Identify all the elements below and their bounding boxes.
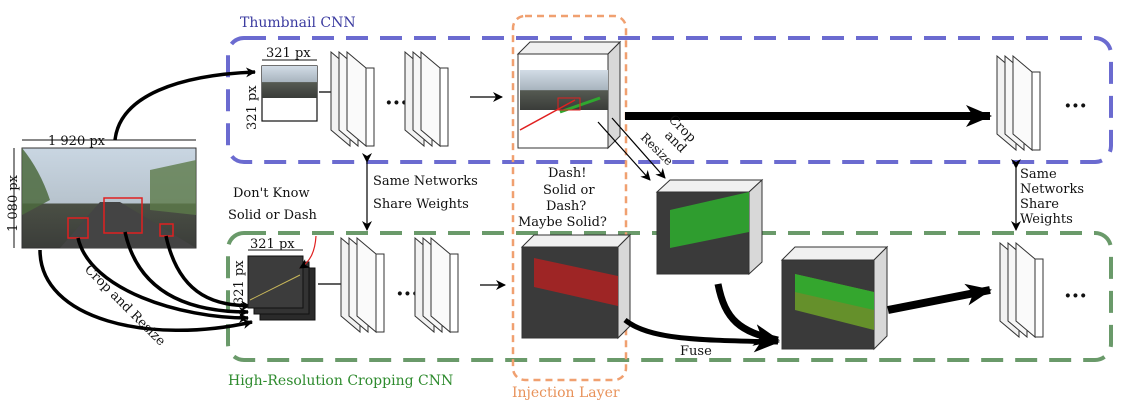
crop-width-label: 321 px <box>250 237 295 252</box>
dont-know-label-2: Solid or Dash <box>228 208 318 223</box>
highres-ellipsis-2: ··· <box>1064 283 1087 309</box>
injection-layer-region <box>511 14 628 382</box>
crop-height-label: 321 px <box>232 260 247 305</box>
thumb-width-label: 321 px <box>266 46 311 61</box>
thumb-injection-feature <box>516 40 622 150</box>
crop-and-resize-label: Crop and Resize <box>81 262 168 349</box>
same-net-right-1: Same <box>1020 167 1057 182</box>
crop-pointer-arrow <box>299 235 317 269</box>
thumb-crop-arrow-1 <box>611 117 666 179</box>
fuse-arrow-bottom <box>623 317 780 353</box>
fuse-label: Fuse <box>680 344 712 359</box>
crop-arrow-3 <box>164 235 251 311</box>
thumb-ellipsis-1: ··· <box>385 90 408 116</box>
thumb-conv-stack-3 <box>996 54 1041 152</box>
question-label-3: Dash? <box>546 199 586 214</box>
to-thumbnail-arrow <box>113 67 256 141</box>
same-net-right-3: Share <box>1020 197 1059 212</box>
thumb-ellipsis-2: ··· <box>1064 93 1087 119</box>
thumbnail-cnn-region <box>226 36 1113 164</box>
thumb-height-label: 321 px <box>245 85 260 130</box>
crop-arrow-1 <box>76 237 249 323</box>
highres-injection-feature <box>520 233 632 340</box>
thumb-conv-stack-2 <box>404 50 449 148</box>
full-width-label: 1 920 px <box>48 134 106 149</box>
source-road-image <box>21 147 197 249</box>
dont-know-label-1: Don't Know <box>233 186 310 201</box>
same-net-mid-1: Same Networks <box>373 174 478 189</box>
same-net-right-2: Networks <box>1020 182 1084 197</box>
question-label-1: Dash! <box>548 166 586 181</box>
question-label-2: Solid or <box>543 183 595 198</box>
fuse-arrow-top <box>714 283 780 346</box>
injection-layer-label: Injection Layer <box>512 385 620 401</box>
highres-conv-stack-3 <box>999 241 1044 339</box>
highres-skip-arrow <box>887 283 992 314</box>
crop-arrow-2 <box>123 231 249 317</box>
question-label-4: Maybe Solid? <box>518 215 607 230</box>
thumb-conv-stack-1 <box>330 50 375 148</box>
thumbnail-cnn-label: Thumbnail CNN <box>240 15 356 31</box>
fused-output-feature <box>780 245 889 351</box>
thumbnail-image <box>261 65 318 122</box>
highres-cnn-label: High-Resolution Cropping CNN <box>228 373 453 389</box>
same-net-right-4: Weights <box>1020 212 1073 227</box>
crop-arrow-4 <box>38 249 253 333</box>
thumb-fused-feature <box>655 178 764 276</box>
same-net-mid-2: Share Weights <box>373 197 469 212</box>
highres-ellipsis-1: ··· <box>396 281 419 307</box>
thumb-crop-arrow-2 <box>597 121 651 181</box>
highres-conv-stack-1 <box>340 236 385 334</box>
highres-crop-stack <box>247 255 316 321</box>
highres-conv-stack-2 <box>414 236 459 334</box>
